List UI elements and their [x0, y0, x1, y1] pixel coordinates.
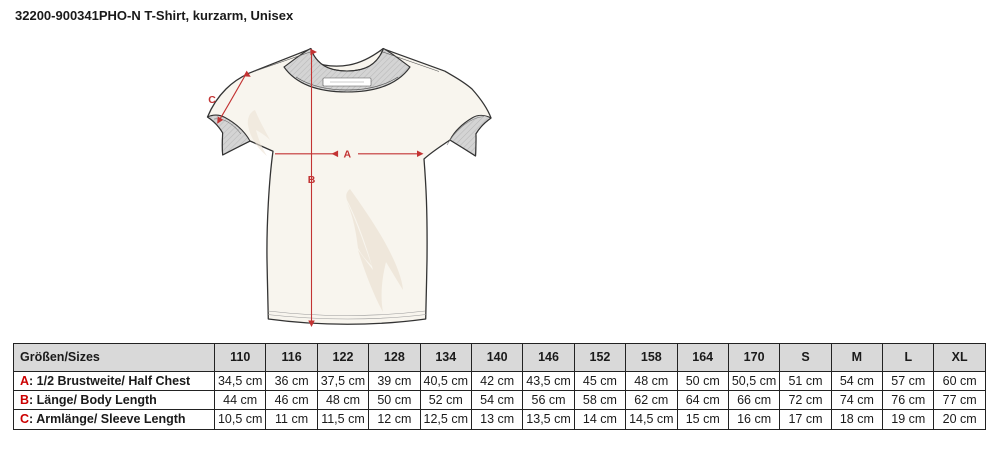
- svg-text:C: C: [208, 94, 216, 106]
- svg-text:B: B: [308, 174, 316, 186]
- svg-text:A: A: [344, 149, 352, 161]
